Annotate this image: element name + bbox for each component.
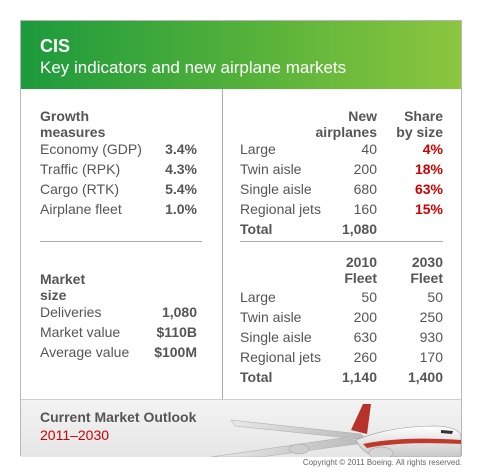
- new-airplanes-label-single-aisle: Single aisle: [240, 181, 312, 197]
- fleet-2030-single-aisle: 930: [419, 329, 443, 345]
- market-label-average-value: Average value: [40, 344, 130, 360]
- column-divider: [222, 89, 223, 399]
- growth-value-traffic: 4.3%: [165, 161, 197, 177]
- growth-value-cargo: 5.4%: [165, 181, 197, 197]
- share-regional-jets: 15%: [414, 201, 443, 217]
- fleet-2030-large: 50: [427, 289, 443, 305]
- fleet-total-2030: 1,400: [407, 369, 443, 385]
- cmo-title: Current Market Outlook: [40, 409, 197, 425]
- fleet-total-2010: 1,140: [341, 369, 377, 385]
- growth-label-airplane-fleet: Airplane fleet: [40, 201, 122, 217]
- share-twin-aisle: 18%: [414, 161, 443, 177]
- fleet-2030-twin-aisle: 250: [419, 309, 443, 325]
- growth-label-economy: Economy (GDP): [40, 141, 142, 157]
- fleet-label-large: Large: [240, 289, 276, 305]
- new-airplanes-label-twin-aisle: Twin aisle: [240, 161, 302, 177]
- growth-value-airplane-fleet: 1.0%: [165, 201, 197, 217]
- fleet-total-label: Total: [240, 369, 273, 385]
- airplane-illustration: [210, 404, 461, 457]
- right-section-divider: [240, 241, 443, 242]
- market-label-market-value: Market value: [40, 324, 121, 340]
- growth-measures-heading: Growth measures: [40, 108, 106, 140]
- fleet-2010-twin-aisle: 200: [353, 309, 377, 325]
- fleet-2030-column-header: 2030 Fleet: [410, 254, 443, 286]
- new-airplanes-label-large: Large: [240, 141, 276, 157]
- new-airplanes-count-large: 40: [361, 141, 377, 157]
- market-label-deliveries: Deliveries: [40, 304, 102, 320]
- growth-label-cargo: Cargo (RTK): [40, 181, 120, 197]
- market-size-heading: Market size: [40, 271, 86, 303]
- header-subtitle: Key indicators and new airplane markets: [40, 58, 347, 77]
- fleet-label-twin-aisle: Twin aisle: [240, 309, 302, 325]
- fleet-2030-regional-jets: 170: [419, 349, 443, 365]
- region-title: CIS: [40, 36, 71, 56]
- market-value-deliveries: 1,080: [161, 304, 197, 320]
- growth-value-economy: 3.4%: [165, 141, 197, 157]
- market-value-market-value: $110B: [156, 324, 197, 340]
- new-airplanes-count-single-aisle: 680: [353, 181, 377, 197]
- growth-label-traffic: Traffic (RPK): [40, 161, 121, 177]
- new-airplanes-count-twin-aisle: 200: [353, 161, 377, 177]
- new-airplanes-label-regional-jets: Regional jets: [240, 201, 321, 217]
- new-airplanes-column-header: New airplanes: [315, 108, 377, 140]
- header-banner: CIS Key indicators and new airplane mark…: [21, 21, 461, 89]
- fleet-label-single-aisle: Single aisle: [240, 329, 312, 345]
- share-large: 4%: [422, 141, 443, 157]
- fleet-2010-regional-jets: 260: [353, 349, 377, 365]
- new-airplanes-total-value: 1,080: [341, 221, 377, 237]
- share-by-size-column-header: Share by size: [396, 108, 443, 140]
- new-airplanes-count-regional-jets: 160: [353, 201, 377, 217]
- fleet-2010-large: 50: [361, 289, 377, 305]
- fleet-label-regional-jets: Regional jets: [240, 349, 321, 365]
- market-value-average-value: $100M: [154, 344, 197, 360]
- footer-banner: Current Market Outlook 2011–2030: [21, 399, 461, 457]
- cis-infographic-card: CIS Key indicators and new airplane mark…: [20, 20, 462, 457]
- cmo-years: 2011–2030: [40, 427, 110, 443]
- fleet-2010-single-aisle: 630: [353, 329, 377, 345]
- left-section-divider: [40, 241, 202, 242]
- fleet-2010-column-header: 2010 Fleet: [344, 254, 377, 286]
- copyright-notice: Copyright © 2011 Boeing. All rights rese…: [302, 458, 462, 467]
- share-single-aisle: 63%: [414, 181, 443, 197]
- new-airplanes-total-label: Total: [240, 221, 273, 237]
